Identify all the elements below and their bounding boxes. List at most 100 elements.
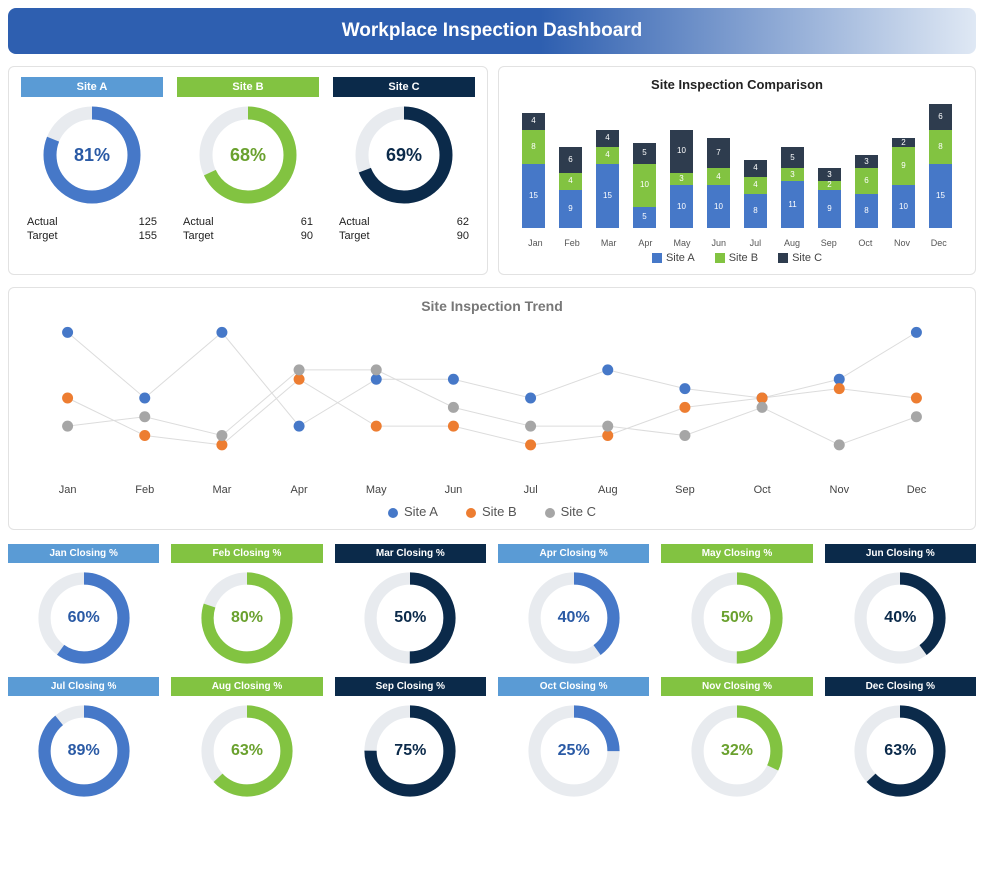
donut-chart: 63% xyxy=(853,704,947,798)
x-label: Apr xyxy=(627,238,664,248)
closing-cell: Mar Closing % 50% xyxy=(335,544,486,665)
bar-segment: 9 xyxy=(818,190,841,228)
bar-segment: 4 xyxy=(744,160,767,177)
legend-item: Site C xyxy=(545,504,596,519)
closing-pill: Jul Closing % xyxy=(8,677,159,696)
donut-value: 69% xyxy=(354,105,454,205)
donut-value: 68% xyxy=(198,105,298,205)
donut-value: 50% xyxy=(363,571,457,665)
donut-chart: 25% xyxy=(527,704,621,798)
bar-segment: 10 xyxy=(670,185,693,228)
bar-segment: 2 xyxy=(818,181,841,190)
bar-segment: 15 xyxy=(929,164,952,228)
donut-chart: 50% xyxy=(690,571,784,665)
target-value: 90 xyxy=(457,230,469,242)
donut-chart: 75% xyxy=(363,704,457,798)
site-stats: Actual61 Target90 xyxy=(177,215,319,243)
actual-label: Actual xyxy=(339,216,370,228)
x-label: Jun xyxy=(700,238,737,248)
closing-pill: Mar Closing % xyxy=(335,544,486,563)
bar-segment: 10 xyxy=(670,130,693,173)
bar-column: 329 xyxy=(813,168,846,228)
donut-chart: 80% xyxy=(200,571,294,665)
bar-segment: 4 xyxy=(596,147,619,164)
bar-segment: 15 xyxy=(522,164,545,228)
x-label: Oct xyxy=(847,238,884,248)
bar-column: 4815 xyxy=(517,113,550,228)
donut-chart: 63% xyxy=(200,704,294,798)
x-label: Apr xyxy=(261,484,338,496)
closing-cell: Jun Closing % 40% xyxy=(825,544,976,665)
donut-chart: 81% xyxy=(42,105,142,205)
bar-segment: 3 xyxy=(855,155,878,168)
bar-segment: 5 xyxy=(781,147,804,168)
donut-chart: 89% xyxy=(37,704,131,798)
bar-segment: 4 xyxy=(559,173,582,190)
donut-value: 60% xyxy=(37,571,131,665)
bar-segment: 7 xyxy=(707,138,730,168)
bar-segment: 5 xyxy=(633,143,656,164)
bar-segment: 6 xyxy=(559,147,582,173)
closing-pill: Apr Closing % xyxy=(498,544,649,563)
closing-pill: Sep Closing % xyxy=(335,677,486,696)
bar-segment: 4 xyxy=(707,168,730,185)
legend-item: Site A xyxy=(652,252,695,264)
x-label: May xyxy=(664,238,701,248)
bar-segment: 4 xyxy=(744,177,767,194)
bar-column: 4415 xyxy=(591,130,624,228)
bar-segment: 4 xyxy=(522,113,545,130)
x-label: Aug xyxy=(569,484,646,496)
donut-value: 32% xyxy=(690,704,784,798)
comparison-chart: 4815649441551051031074104485311329368291… xyxy=(511,98,963,248)
x-label: Dec xyxy=(878,484,955,496)
comparison-legend: Site ASite BSite C xyxy=(511,252,963,264)
target-value: 155 xyxy=(139,230,157,242)
bar-segment: 4 xyxy=(596,130,619,147)
bar-column: 6815 xyxy=(924,104,957,228)
bar-segment: 8 xyxy=(855,194,878,228)
bar-column: 5311 xyxy=(776,147,809,228)
x-label: Jan xyxy=(29,484,106,496)
bar-segment: 8 xyxy=(929,130,952,164)
target-value: 90 xyxy=(301,230,313,242)
bar-segment: 10 xyxy=(707,185,730,228)
closing-cell: Oct Closing % 25% xyxy=(498,677,649,798)
x-label: Sep xyxy=(646,484,723,496)
donut-chart: 60% xyxy=(37,571,131,665)
site-column: Site B 68% Actual61 Target90 xyxy=(177,77,319,264)
x-label: Aug xyxy=(774,238,811,248)
closing-cell: Nov Closing % 32% xyxy=(661,677,812,798)
donut-value: 80% xyxy=(200,571,294,665)
bar-column: 368 xyxy=(850,155,883,228)
x-label: Mar xyxy=(183,484,260,496)
bar-column: 5105 xyxy=(628,143,661,228)
site-column: Site C 69% Actual62 Target90 xyxy=(333,77,475,264)
bar-segment: 6 xyxy=(855,168,878,194)
closing-cell: May Closing % 50% xyxy=(661,544,812,665)
donut-value: 75% xyxy=(363,704,457,798)
bar-segment: 15 xyxy=(596,164,619,228)
legend-item: Site B xyxy=(715,252,758,264)
site-column: Site A 81% Actual125 Target155 xyxy=(21,77,163,264)
bar-column: 649 xyxy=(554,147,587,228)
x-label: Dec xyxy=(920,238,957,248)
site-pill: Site B xyxy=(177,77,319,97)
x-label: Nov xyxy=(801,484,878,496)
x-label: Jul xyxy=(492,484,569,496)
site-stats: Actual62 Target90 xyxy=(333,215,475,243)
donut-chart: 69% xyxy=(354,105,454,205)
comparison-title: Site Inspection Comparison xyxy=(511,77,963,92)
donut-value: 50% xyxy=(690,571,784,665)
closing-cell: Dec Closing % 63% xyxy=(825,677,976,798)
bar-segment: 3 xyxy=(781,168,804,181)
x-label: Oct xyxy=(724,484,801,496)
bar-segment: 10 xyxy=(892,185,915,228)
trend-panel: Site Inspection Trend JanFebMarAprMayJun… xyxy=(8,287,976,530)
site-pill: Site A xyxy=(21,77,163,97)
legend-item: Site B xyxy=(466,504,517,519)
bar-segment: 11 xyxy=(781,181,804,228)
dashboard-header: Workplace Inspection Dashboard xyxy=(8,8,976,54)
trend-legend: Site ASite BSite C xyxy=(21,504,963,519)
bar-column: 7410 xyxy=(702,138,735,228)
actual-value: 125 xyxy=(139,216,157,228)
